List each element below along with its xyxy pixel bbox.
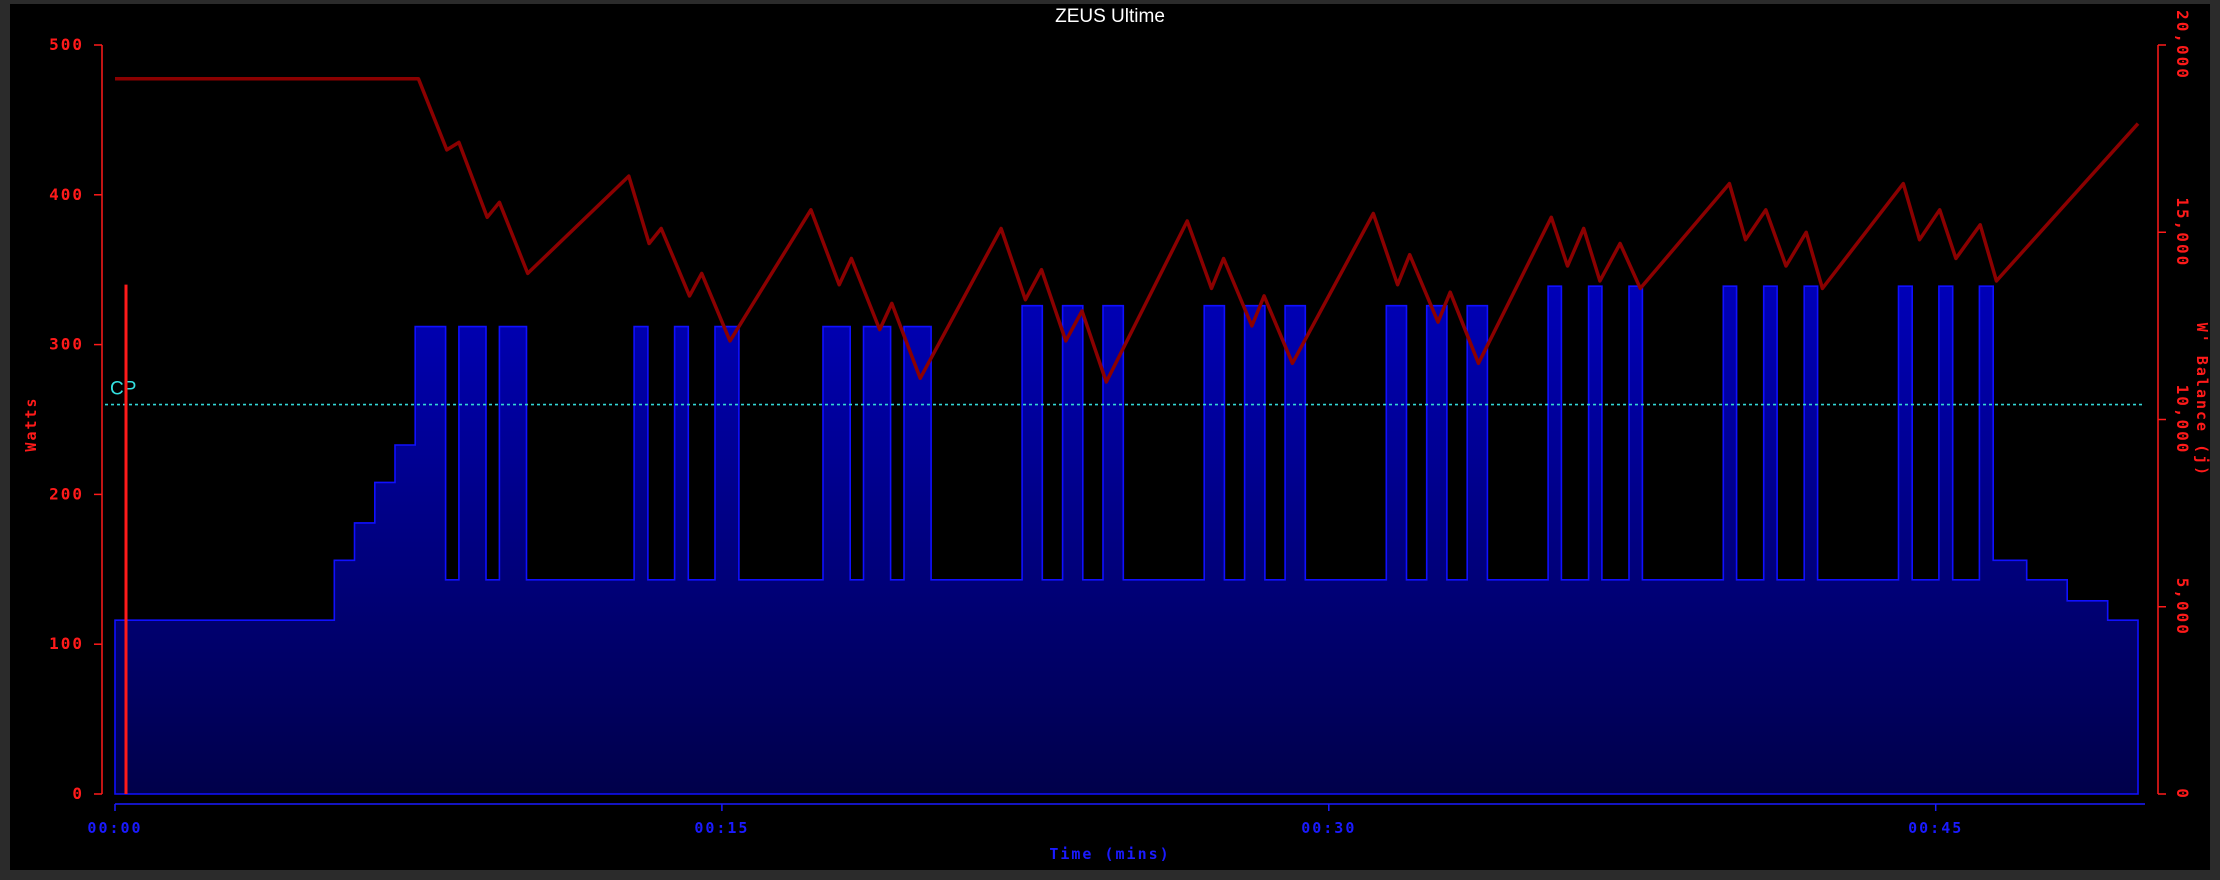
right-tick-label: 15,000	[2173, 197, 2192, 267]
chart-canvas: CP 0 100 200 300 400 500 Watts 0 5,000 10,000 15,0…	[22, 6, 2210, 863]
watts-series-area	[114, 285, 2139, 795]
left-tick-label: 100	[49, 634, 84, 653]
left-tick-label: 500	[49, 35, 84, 54]
left-tick-label: 400	[49, 185, 84, 204]
bottom-tick-label: 00:15	[694, 819, 749, 837]
left-tick-label: 200	[49, 484, 84, 503]
left-tick-label: 300	[49, 335, 84, 354]
left-axis-title: Watts	[22, 396, 40, 451]
chart-frame: CP 0 100 200 300 400 500 Watts 0 5,000 10,000 15,0…	[10, 4, 2210, 870]
right-tick-label: 0	[2173, 788, 2192, 800]
right-tick-label: 5,000	[2173, 578, 2192, 636]
bottom-tick-label: 00:30	[1301, 819, 1356, 837]
bottom-tick-label: 00:45	[1908, 819, 1963, 837]
bottom-axis-title: Time (mins)	[1049, 845, 1170, 863]
cp-label: CP	[110, 379, 136, 400]
chart-title: ZEUS Ultime	[1055, 6, 1165, 27]
bottom-tick-label: 00:00	[87, 819, 142, 837]
right-tick-label: 10,000	[2173, 385, 2192, 455]
wbal-series-line	[115, 76, 2140, 384]
right-axis-title: W' Balance (j)	[2193, 323, 2210, 477]
left-tick-label: 0	[72, 784, 84, 803]
right-tick-label: 20,000	[2173, 10, 2192, 80]
